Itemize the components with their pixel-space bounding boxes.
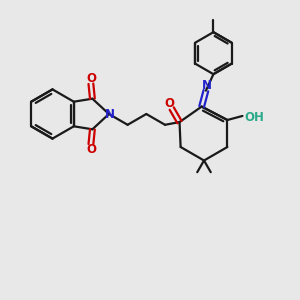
Text: N: N xyxy=(104,107,115,121)
Text: O: O xyxy=(164,98,174,110)
Text: N: N xyxy=(202,79,212,92)
Text: O: O xyxy=(86,72,96,85)
Text: O: O xyxy=(86,143,96,156)
Text: OH: OH xyxy=(244,111,264,124)
